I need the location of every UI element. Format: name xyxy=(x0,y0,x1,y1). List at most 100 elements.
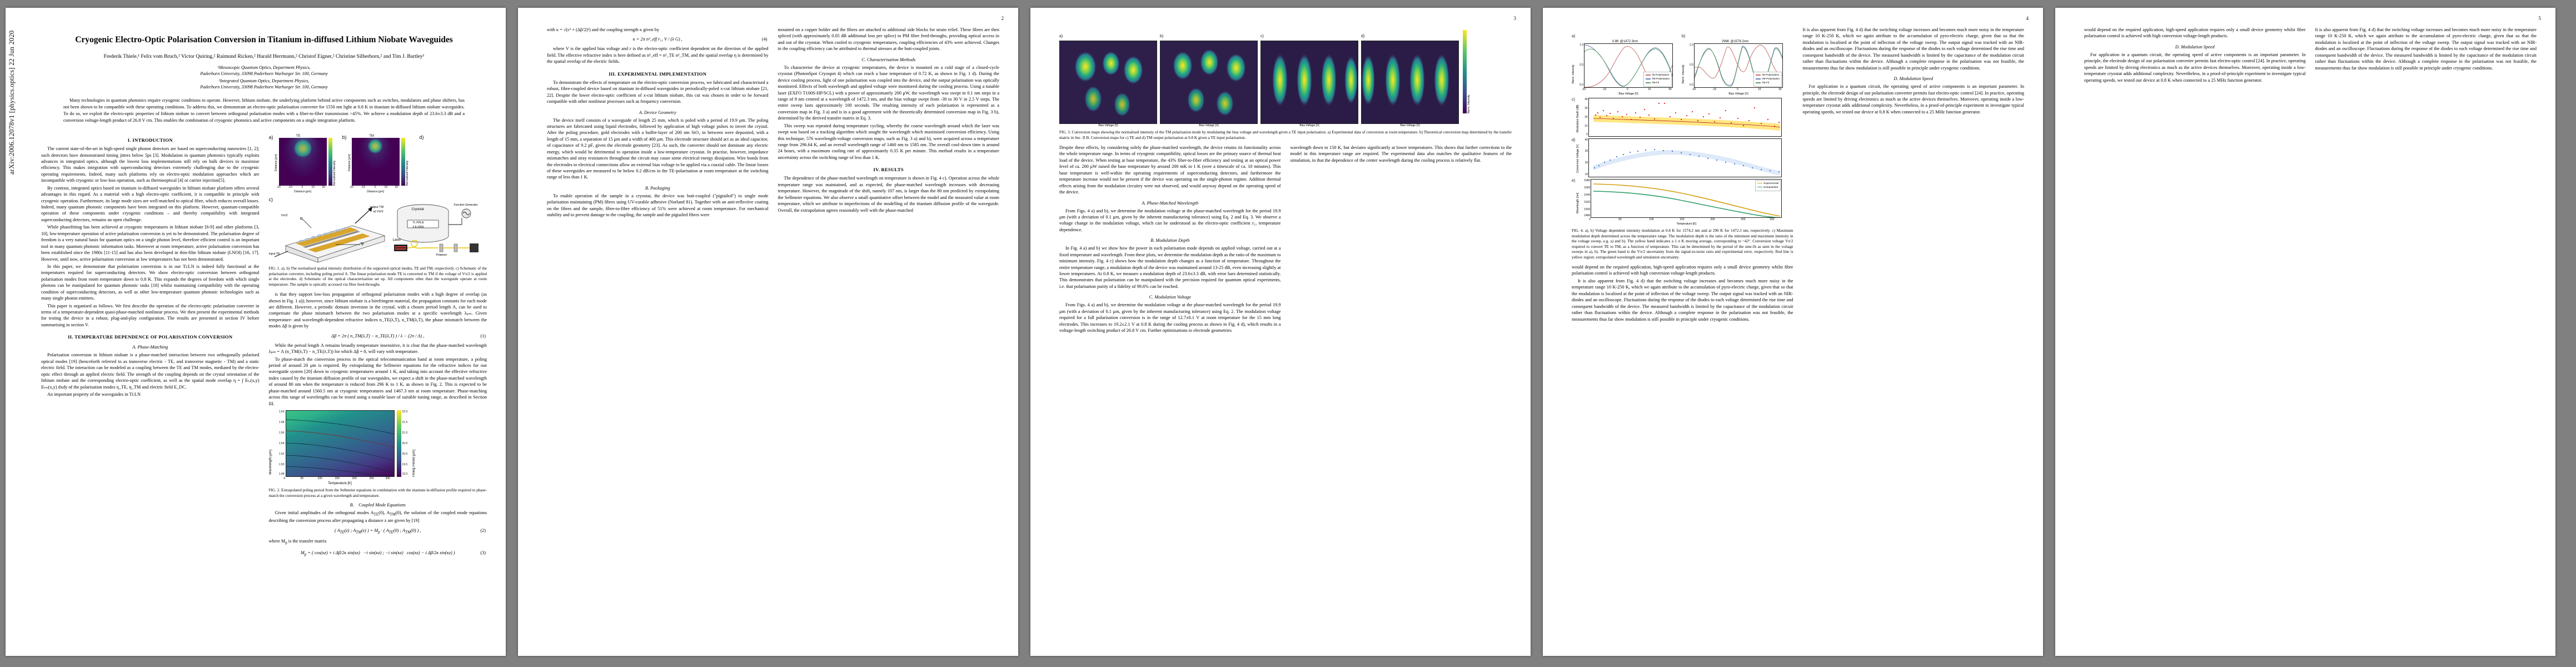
page5-col-right: It is also apparent from Fig. 4 d) that … xyxy=(2315,27,2537,84)
page4-col-right: It is also apparent from Fig. 4 d) that … xyxy=(1803,27,2025,323)
figure-1-caption: FIG. 1. a), b) The normalised spatial in… xyxy=(268,266,487,287)
fig1b-xlabel: Distance [μm] xyxy=(367,190,384,194)
fig4d-plot xyxy=(1588,138,1782,177)
two-column-body: a) 0.8K @1472.3nm Norm. Intensity 1.0 0.… xyxy=(1572,27,2024,323)
paragraph: For application in a quantum circuit, th… xyxy=(2084,52,2306,83)
paragraph: would depend on the required application… xyxy=(2084,27,2306,39)
paragraph: To demonstrate the effects of temperatur… xyxy=(547,79,769,104)
fig3d-map xyxy=(1361,41,1459,124)
paragraph: where Mp is the transfer matrix xyxy=(268,539,327,546)
affiliation-2-addr: Paderborn University, 33098 Paderborn Wa… xyxy=(200,84,328,90)
tick: 20.5 xyxy=(402,442,408,446)
paragraph: To enable operation of the sample in a c… xyxy=(547,193,769,218)
fig1b-colorbar xyxy=(401,138,405,186)
fig2-colorbar xyxy=(396,410,401,477)
abstract: Many technologies in quantum photonics r… xyxy=(63,98,465,123)
page-number: 2 xyxy=(1001,16,1004,21)
panel-letter-c: c) xyxy=(1572,98,1575,102)
tick: 0 xyxy=(1586,133,1588,136)
tick: 30 xyxy=(1585,107,1588,110)
fig3-cbar-label: Norm. Intensity xyxy=(1467,94,1471,113)
fig4-panel-c: c) Modulation Depth [dB] 40 30 20 10 0 xyxy=(1572,98,1793,137)
fig1a-ylabel: Distance [μm] xyxy=(274,154,278,172)
tick: -30 xyxy=(1582,88,1586,91)
tick: 20 xyxy=(322,186,326,190)
fig3d-xlabel: Bias Voltage [V] xyxy=(1400,124,1420,127)
tick: -20 xyxy=(349,186,353,190)
fig3a-xlabel: Bias Voltage [V] xyxy=(1098,124,1118,127)
fig1a-title: TE xyxy=(296,135,301,138)
fig3-panel-c: c) Bias Voltage [V] xyxy=(1260,30,1358,127)
tick: 1500 xyxy=(1584,208,1591,211)
section-heading: I. INTRODUCTION xyxy=(127,137,173,143)
tick: 1580 xyxy=(1584,179,1591,182)
fig1-schematics: c) xyxy=(269,197,487,263)
panel-letter-c: c) xyxy=(268,197,273,203)
fig3b-xlabel: Bias Voltage [V] xyxy=(1199,124,1219,127)
fig1-panel-a: a) TE Distance [μm] xyxy=(269,135,336,193)
legend-item: TM-Polarisation xyxy=(1651,77,1670,81)
figure-3: a) xyxy=(1059,30,1512,141)
page4-col-left: a) 0.8K @1472.3nm Norm. Intensity 1.0 0.… xyxy=(1572,27,1793,323)
tick: 0 xyxy=(374,186,376,190)
equation-1-number: (1) xyxy=(480,333,486,339)
paragraph: It is also apparent from Fig. 4 d) that … xyxy=(1572,278,1793,322)
tick: 250 xyxy=(1741,218,1746,221)
tick: 30 xyxy=(1668,88,1672,91)
paragraph: To characterise the device at cryogenic … xyxy=(778,64,1000,121)
paragraph: It is also apparent from Fig. 4 d) that … xyxy=(2315,27,2537,71)
page-number: 3 xyxy=(1513,16,1517,21)
fig1a-cbar-label: Normalised Intensity xyxy=(332,160,336,186)
tick: 1.58 xyxy=(278,421,285,425)
fig2-heatmap xyxy=(285,410,395,477)
fig3-panels: a) xyxy=(1059,30,1512,127)
tick: 1.60 xyxy=(278,410,285,414)
subsection-heading: C. Characterisation Methods xyxy=(861,57,916,62)
equation-1-body: Δβ = 2π ( n_TM(λ,T) − n_TE(λ,T) ) / λ − … xyxy=(331,333,425,339)
page2-col-left: with κ = √(ε² + (Δβ/2)²) and the couplin… xyxy=(547,27,769,220)
fig3b-map xyxy=(1160,41,1258,124)
tick: 250 xyxy=(369,477,374,481)
tick: 20 xyxy=(395,186,398,190)
paragraph: Polarisation conversion in lithium nioba… xyxy=(41,352,260,390)
fig4a-title: 0.8K @1472.3nm xyxy=(1612,40,1638,43)
tick: 0 xyxy=(1627,88,1628,91)
cryostat-schematic xyxy=(393,204,479,253)
page-1: arXiv:2006.12078v1 [physics.optics] 22 J… xyxy=(6,8,506,656)
fig1d-cryostat-label: Cryostat xyxy=(411,208,424,212)
page-number: 4 xyxy=(2026,16,2029,21)
paragraph: From Figs. 4 a) and b), we determine the… xyxy=(1059,208,1281,232)
tick: -15 xyxy=(1712,88,1717,91)
legend-item: TM-Fit xyxy=(1761,81,1770,84)
legend-item: TM-Polarisation xyxy=(1761,77,1780,81)
panel-letter-c: c) xyxy=(1260,34,1264,38)
fig1-panel-b: b) TM Distance [μm] xyxy=(342,135,409,193)
figure-4: a) 0.8K @1472.3nm Norm. Intensity 1.0 0.… xyxy=(1572,30,1793,260)
tick: 1.56 xyxy=(278,431,285,435)
figure-2-caption: FIG. 2. Extrapolated poling period from … xyxy=(268,488,487,498)
equation-2: ( ATE(z) ; ATM(z) ) = Mp · ( ATE(0) ; AT… xyxy=(334,527,486,535)
tick: 1520 xyxy=(1584,201,1591,204)
panel-letter-d: d) xyxy=(1572,138,1576,142)
fig4b-xlabel: Bias Voltage [V] xyxy=(1728,92,1748,96)
fig3-panel-b: b) Bias Voltage [V] xyxy=(1160,30,1258,127)
fig1-panel-d: Cryostat Function Generator Ti: PPLN 0.8… xyxy=(388,197,486,263)
fig1c-output-label: output TM xyxy=(370,206,384,210)
legend-item: TE-Polarisation xyxy=(1761,73,1780,77)
fig1d-temp-label: 0.8-300K xyxy=(412,226,424,230)
two-column-body: with κ = √(ε² + (Δβ/2)²) and the couplin… xyxy=(547,27,999,220)
fig1a-xlabel: Distance [μm] xyxy=(294,190,311,194)
fig3-colorbar xyxy=(1463,30,1467,113)
page2-col-right: mounted on a copper holder and the fibre… xyxy=(778,27,1000,220)
tick: 1.50 xyxy=(278,463,285,467)
panel-letter-a: a) xyxy=(1059,34,1063,38)
fig3a-map xyxy=(1059,41,1157,124)
fig1d-funcgen-label: Function Generator xyxy=(454,203,478,207)
paragraph: An important property of the waveguides … xyxy=(47,391,141,397)
tick: 1540 xyxy=(1584,193,1591,197)
tick: 30 xyxy=(1778,88,1782,91)
fig4-panel-b: b) 296K @1578.2nm Norm. Intensity 1.0 0.… xyxy=(1682,30,1788,96)
page5-col-left: would depend on the required application… xyxy=(2084,27,2306,84)
page3-col-right: wavelength down to 150 K, but deviates s… xyxy=(1291,145,1512,335)
